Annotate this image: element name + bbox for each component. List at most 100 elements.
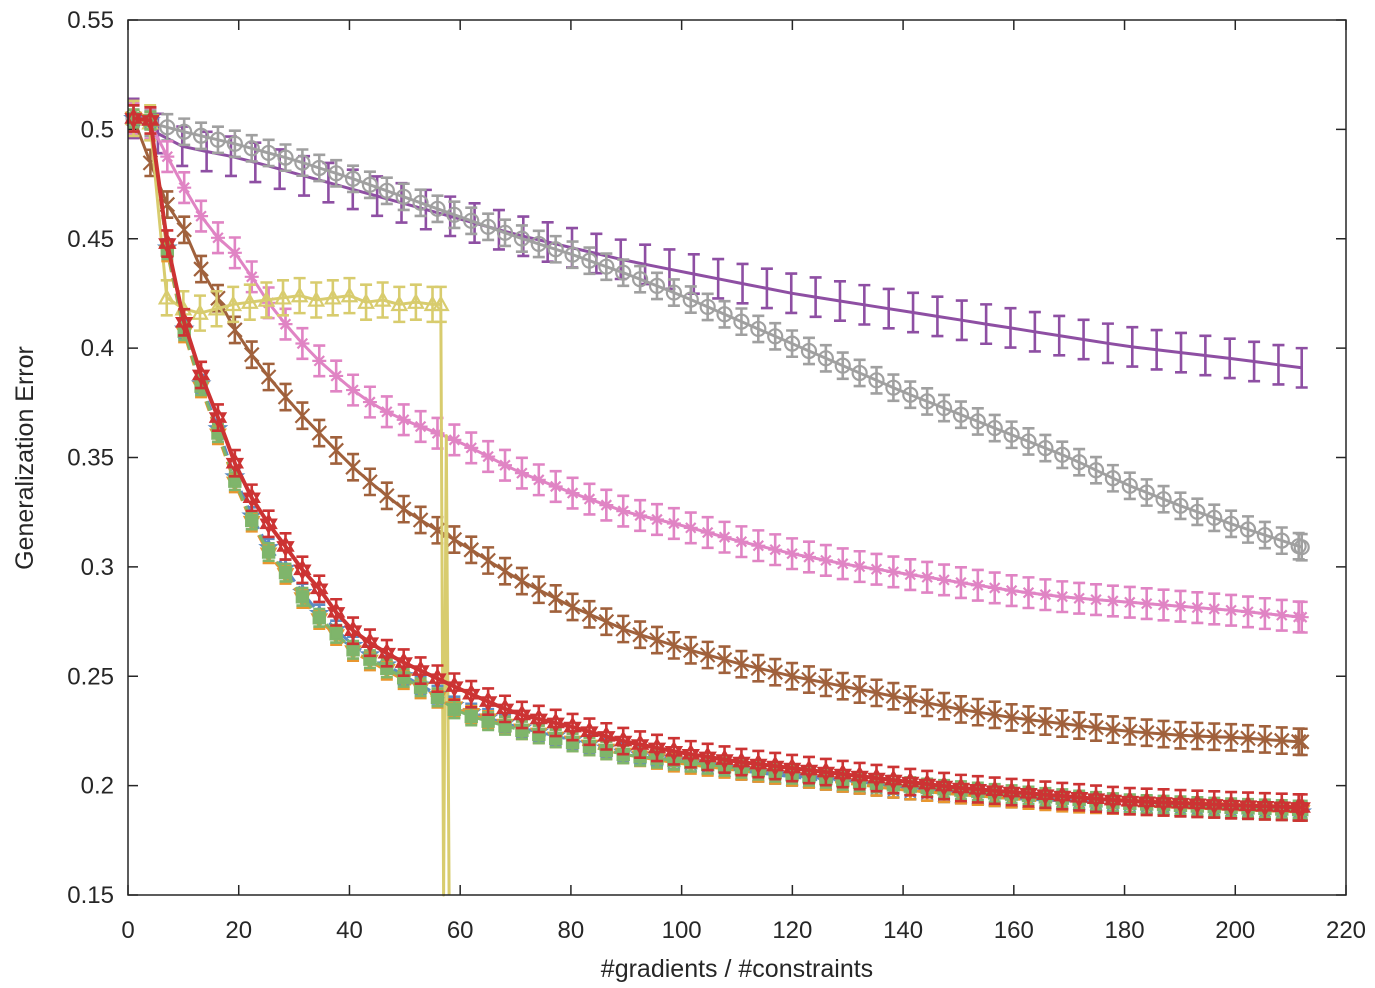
data-point xyxy=(986,707,1003,723)
data-point xyxy=(868,685,885,701)
data-point xyxy=(985,780,1004,802)
data-point xyxy=(987,580,1002,595)
data-point xyxy=(902,386,919,403)
series-line xyxy=(132,117,1302,370)
data-point xyxy=(1121,477,1138,494)
data-point xyxy=(582,739,597,753)
data-point xyxy=(1104,470,1122,487)
data-point xyxy=(785,546,800,561)
data-point xyxy=(346,643,360,657)
data-point xyxy=(396,412,411,427)
data-point xyxy=(580,721,599,743)
data-point xyxy=(1274,608,1289,623)
data-point xyxy=(1089,592,1104,607)
data-point xyxy=(159,119,176,136)
data-point xyxy=(413,419,428,434)
data-point xyxy=(716,651,733,668)
data-point xyxy=(445,676,464,698)
data-point xyxy=(616,504,631,519)
plot-frame xyxy=(127,19,1347,896)
data-point xyxy=(833,763,852,785)
data-point xyxy=(886,564,901,579)
data-point xyxy=(632,626,648,643)
data-point xyxy=(260,369,277,385)
data-point xyxy=(1122,723,1138,740)
data-point xyxy=(951,777,971,799)
x-tick-label: 200 xyxy=(1215,917,1255,944)
series-gray xyxy=(125,104,1310,562)
data-point xyxy=(581,606,598,623)
data-point xyxy=(716,306,733,323)
y-tick-label: 0.25 xyxy=(67,663,114,690)
data-point xyxy=(514,573,530,589)
data-point xyxy=(480,218,497,235)
data-point xyxy=(818,553,833,568)
data-point xyxy=(261,545,276,559)
data-point xyxy=(935,399,953,417)
data-point xyxy=(328,442,344,459)
data-point xyxy=(699,298,716,316)
data-point xyxy=(530,235,547,252)
data-point xyxy=(243,140,260,157)
data-point xyxy=(1021,585,1036,600)
data-point xyxy=(851,681,868,698)
data-point xyxy=(373,290,392,307)
data-point xyxy=(1105,721,1121,738)
data-point xyxy=(1155,491,1172,508)
data-point xyxy=(968,778,988,800)
data-point xyxy=(917,773,937,795)
data-point xyxy=(175,311,194,333)
data-point xyxy=(582,492,597,507)
data-point xyxy=(1071,717,1087,734)
data-point xyxy=(597,725,616,747)
data-point xyxy=(751,538,766,553)
data-point xyxy=(209,131,227,148)
series-pink xyxy=(126,101,1309,634)
error-bar xyxy=(1295,346,1308,389)
data-point xyxy=(278,317,293,332)
y-tick-label: 0.4 xyxy=(81,335,114,362)
data-point xyxy=(953,701,969,718)
data-point xyxy=(1037,713,1054,730)
data-point xyxy=(902,691,919,708)
data-point xyxy=(529,708,548,730)
data-point xyxy=(666,637,682,654)
data-point xyxy=(1105,593,1120,608)
data-point xyxy=(226,135,243,152)
data-point xyxy=(177,180,192,195)
data-point xyxy=(311,425,328,441)
data-point xyxy=(633,508,648,523)
data-point xyxy=(360,632,380,654)
data-point xyxy=(157,288,176,305)
data-point xyxy=(1173,599,1188,614)
data-point xyxy=(1257,731,1273,748)
data-point xyxy=(1238,795,1258,817)
data-point xyxy=(430,426,445,441)
data-point xyxy=(1190,600,1205,615)
data-point xyxy=(495,698,515,720)
data-point xyxy=(801,671,817,688)
data-point xyxy=(547,241,564,258)
data-point xyxy=(447,702,462,717)
x-tick-label: 220 xyxy=(1326,917,1366,944)
data-point xyxy=(1137,791,1156,813)
data-point xyxy=(715,748,734,771)
data-point xyxy=(464,709,478,724)
data-point xyxy=(498,458,513,473)
data-point xyxy=(834,357,851,374)
data-point xyxy=(176,123,193,140)
data-point xyxy=(1206,728,1223,745)
data-point xyxy=(531,581,547,598)
data-point xyxy=(379,488,395,504)
data-point xyxy=(431,295,450,312)
data-point xyxy=(598,258,615,275)
data-point xyxy=(207,299,226,316)
data-point xyxy=(243,346,260,363)
data-point xyxy=(1240,730,1256,747)
data-point xyxy=(1139,596,1154,611)
data-point xyxy=(481,714,495,728)
data-point xyxy=(344,170,362,187)
data-point xyxy=(158,232,177,255)
data-point xyxy=(903,567,918,582)
data-point xyxy=(665,284,682,301)
